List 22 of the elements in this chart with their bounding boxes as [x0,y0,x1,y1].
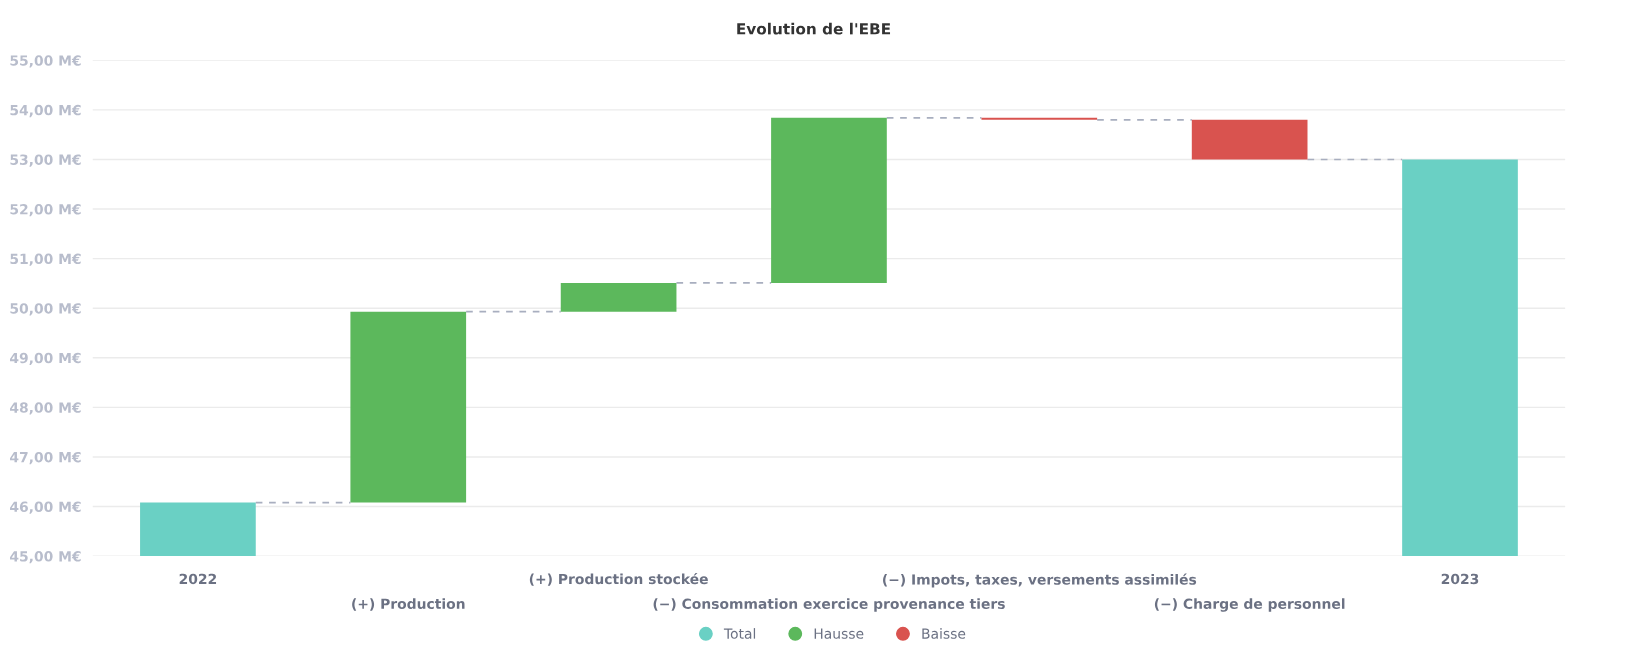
x-tick-label: (−) Charge de personnel [1154,598,1345,612]
y-tick-label: 47,00 M€ [10,451,81,465]
y-tick-label: 45,00 M€ [10,551,81,564]
y-tick-label: 52,00 M€ [10,204,81,217]
legend-label: Hausse [814,628,864,639]
chart-title: Evolution de l'EBE [737,22,891,35]
y-tick-label: 49,00 M€ [10,352,81,366]
x-tick-label: (+) Production stockée [529,572,708,586]
x-tick-label: (+) Production [352,598,465,611]
legend-label: Total [723,628,756,639]
x-tick-label: 2022 [179,573,217,585]
y-tick-label: 48,00 M€ [10,402,81,415]
y-tick-label: 51,00 M€ [10,253,81,266]
y-tick-label: 46,00 M€ [10,501,81,514]
x-tick-label: (−) Consommation exercice provenance tiers [653,598,1005,612]
y-tick-label: 54,00 M€ [10,104,81,118]
x-tick-label: (−) Impots, taxes, versements assimilés [883,573,1197,588]
legend-label: Baisse [922,628,966,639]
y-tick-label: 50,00 M€ [10,303,81,316]
x-tick-label: 2023 [1441,573,1479,585]
y-tick-label: 55,00 M€ [10,55,81,68]
y-tick-label: 53,00 M€ [10,154,81,167]
